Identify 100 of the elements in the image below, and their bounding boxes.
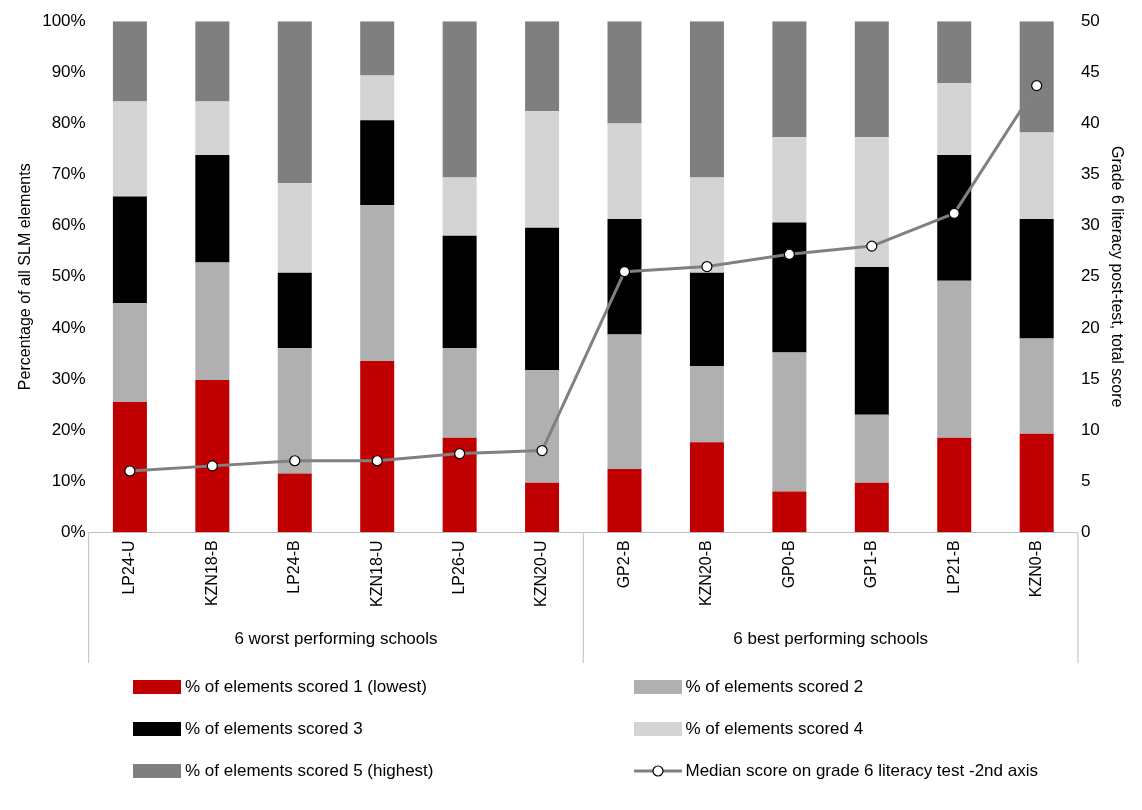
y-tick-label: 30%	[51, 368, 86, 388]
bar	[937, 280, 972, 438]
y-tick-label: 0%	[61, 522, 86, 542]
bar	[689, 177, 724, 273]
legend-label: % of elements scored 3	[185, 719, 363, 739]
x-tick-label: GP1-B	[862, 540, 880, 589]
bar	[607, 334, 642, 469]
bar	[195, 380, 230, 533]
y2-tick-label: 30	[1080, 215, 1100, 235]
bar	[937, 437, 972, 533]
bar	[854, 21, 889, 138]
y2-tick-label: 10	[1080, 419, 1100, 439]
bar	[937, 155, 972, 281]
bar	[277, 183, 312, 273]
y-tick-label: 50%	[51, 266, 86, 286]
bar	[1019, 338, 1054, 434]
y2-tick-label: 45	[1080, 62, 1100, 81]
bar	[772, 352, 807, 492]
legend-label: % of elements scored 2	[685, 677, 864, 697]
bar	[195, 262, 230, 381]
y2-tick-label: 15	[1080, 368, 1100, 388]
x-tick-label: KZN18-U	[367, 540, 385, 608]
y2-tick-label: 0	[1080, 522, 1091, 542]
bar	[1019, 433, 1054, 533]
bar	[442, 21, 477, 178]
bar	[277, 21, 312, 184]
bar	[195, 155, 230, 263]
y2-tick-label: 40	[1080, 113, 1100, 133]
y-tick-label: 20%	[51, 419, 86, 439]
bar	[689, 366, 724, 443]
bar	[525, 482, 560, 533]
bar	[360, 75, 395, 121]
bar	[360, 120, 395, 206]
bar	[689, 21, 724, 178]
bar	[607, 468, 642, 533]
x-tick-label: LP21-B	[944, 540, 962, 594]
bar	[195, 101, 230, 156]
y2-tick-label: 5	[1080, 470, 1091, 490]
bar	[854, 482, 889, 533]
bar	[360, 361, 395, 533]
y-tick-label: 70%	[51, 164, 86, 184]
bar	[525, 370, 560, 483]
x-tick-label: KZN0-B	[1027, 540, 1045, 598]
bar	[112, 196, 147, 304]
bar	[607, 219, 642, 335]
bar	[1019, 132, 1054, 219]
bar	[772, 137, 807, 223]
bar	[195, 21, 230, 102]
y-tick-label: 40%	[51, 317, 86, 337]
bar	[360, 21, 395, 76]
x-tick-label: LP26-U	[450, 540, 468, 595]
bar	[360, 205, 395, 362]
x-tick-label: KZN20-B	[697, 540, 715, 607]
y-tick-label: 90%	[51, 62, 86, 81]
bar	[772, 491, 807, 533]
bar	[854, 414, 889, 483]
legend-label: % of elements scored 4	[685, 719, 864, 739]
bar	[1019, 219, 1054, 339]
bar	[937, 83, 972, 156]
y2-tick-label: 25	[1080, 266, 1100, 286]
bar	[772, 21, 807, 138]
y-tick-label: 60%	[51, 215, 86, 235]
bar	[525, 227, 560, 371]
y-tick-label: 10%	[51, 470, 86, 490]
bar	[525, 21, 560, 112]
x-tick-label: KZN20-U	[532, 540, 550, 608]
bar	[854, 137, 889, 268]
x-tick-label: LP24-U	[120, 540, 138, 595]
y2-axis-title: Grade 6 literacy post-test, total score	[1108, 146, 1126, 408]
y-axis-title: Percentage of all SLM elements	[16, 163, 34, 391]
bar	[442, 437, 477, 533]
y-tick-label: 80%	[51, 113, 86, 133]
bar	[277, 473, 312, 533]
bar	[277, 348, 312, 474]
text: 6 best performing schools	[733, 628, 928, 648]
bar	[854, 267, 889, 415]
bar	[277, 272, 312, 349]
bar	[442, 235, 477, 349]
x-tick-label: GP0-B	[779, 540, 797, 589]
bar	[112, 303, 147, 402]
x-tick-label: LP24-B	[285, 540, 303, 594]
bar	[607, 21, 642, 124]
y2-tick-label: 50	[1080, 10, 1100, 30]
bar	[112, 101, 147, 197]
y-tick-label: 100%	[42, 10, 86, 30]
legend-label: % of elements scored 5 (highest)	[185, 761, 434, 781]
text: 6 worst performing schools	[234, 628, 438, 648]
bar	[112, 401, 147, 533]
bar	[689, 442, 724, 533]
bar	[607, 123, 642, 219]
bar	[442, 348, 477, 438]
bar	[772, 222, 807, 353]
legend-label: Median score on grade 6 literacy test -2nd axis	[685, 761, 1038, 781]
bar	[937, 21, 972, 84]
legend-label: % of elements scored 1 (lowest)	[185, 677, 427, 697]
y2-tick-label: 35	[1080, 164, 1100, 184]
y2-tick-label: 20	[1080, 317, 1100, 337]
bar	[525, 111, 560, 228]
bar	[112, 21, 147, 102]
x-tick-label: GP2-B	[614, 540, 632, 589]
